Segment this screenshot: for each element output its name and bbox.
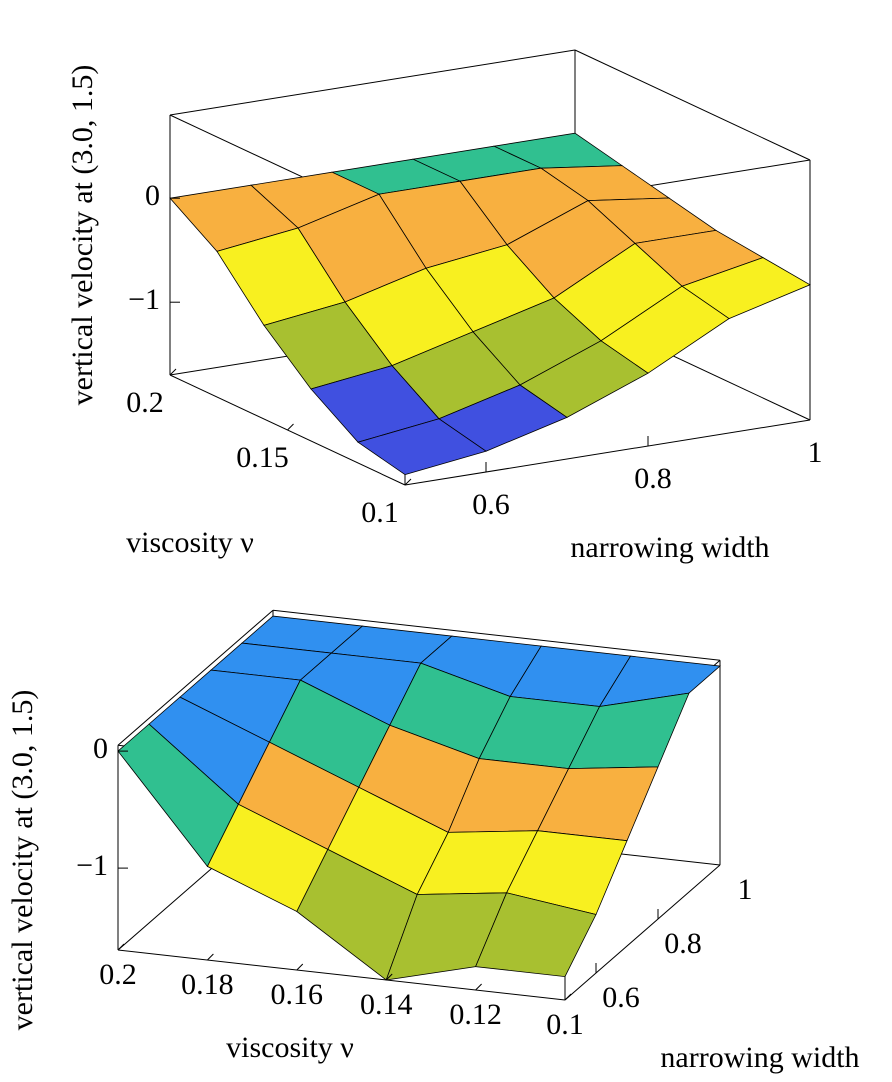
z-tick-label: −1 xyxy=(128,283,160,316)
x-tick-label: 0.6 xyxy=(602,981,640,1014)
box-edge xyxy=(169,49,576,116)
x-tick-label: 0.6 xyxy=(472,488,510,521)
box-edge xyxy=(574,49,811,161)
y-tick-label: 0.12 xyxy=(449,998,502,1031)
z-axis-title: vertical velocity at (3.0, 1.5) xyxy=(6,690,39,1031)
y-tick xyxy=(296,963,304,971)
surface-chart: 0.6 0.8 1 0.1 0.15 0.2 0 −1 vertical velocity at… xyxy=(66,49,823,564)
y-axis-title: viscosity ν xyxy=(126,526,254,559)
y-tick-label: 0.1 xyxy=(546,1008,584,1041)
z-axis-title: vertical velocity at (3.0, 1.5) xyxy=(66,65,99,406)
y-tick xyxy=(385,973,393,981)
y-tick-label: 0.16 xyxy=(271,978,324,1011)
box-edge xyxy=(564,864,721,1001)
z-tick-label: 0 xyxy=(145,179,160,212)
box-edge xyxy=(117,949,566,1001)
x-tick-label: 0.8 xyxy=(634,462,672,495)
surface-cell xyxy=(475,892,597,978)
x-tick-label: 1 xyxy=(738,873,753,906)
box-edge xyxy=(404,419,811,486)
y-axis-title: viscosity ν xyxy=(226,1031,354,1064)
y-tick xyxy=(287,423,294,431)
y-tick xyxy=(404,478,412,486)
x-axis-title: narrowing width xyxy=(570,531,769,564)
x-tick-label: 0.8 xyxy=(664,927,702,960)
y-tick-label: 0.1 xyxy=(361,496,399,529)
box-edge xyxy=(117,609,274,746)
x-axis-title: narrowing width xyxy=(660,1041,859,1074)
y-tick xyxy=(564,993,572,1001)
y-tick-label: 0.2 xyxy=(99,958,137,991)
y-tick-label: 0.15 xyxy=(236,441,289,474)
y-tick xyxy=(207,953,214,961)
z-tick-label: 0 xyxy=(93,732,108,765)
y-tick xyxy=(169,368,177,376)
surface-chart: 0.6 0.8 1 0.1 0.12 0.14 0.16 0.18 0.2 0 −1 vertical… xyxy=(6,609,860,1074)
y-tick-label: 0.18 xyxy=(181,968,234,1001)
y-tick xyxy=(117,943,125,951)
z-tick-label: −1 xyxy=(76,849,108,882)
y-tick xyxy=(475,983,482,991)
x-tick-label: 1 xyxy=(808,436,823,469)
y-tick-label: 0.14 xyxy=(360,988,413,1021)
box-edge xyxy=(272,609,721,661)
surface-cell xyxy=(357,418,487,476)
y-tick-label: 0.2 xyxy=(126,386,164,419)
